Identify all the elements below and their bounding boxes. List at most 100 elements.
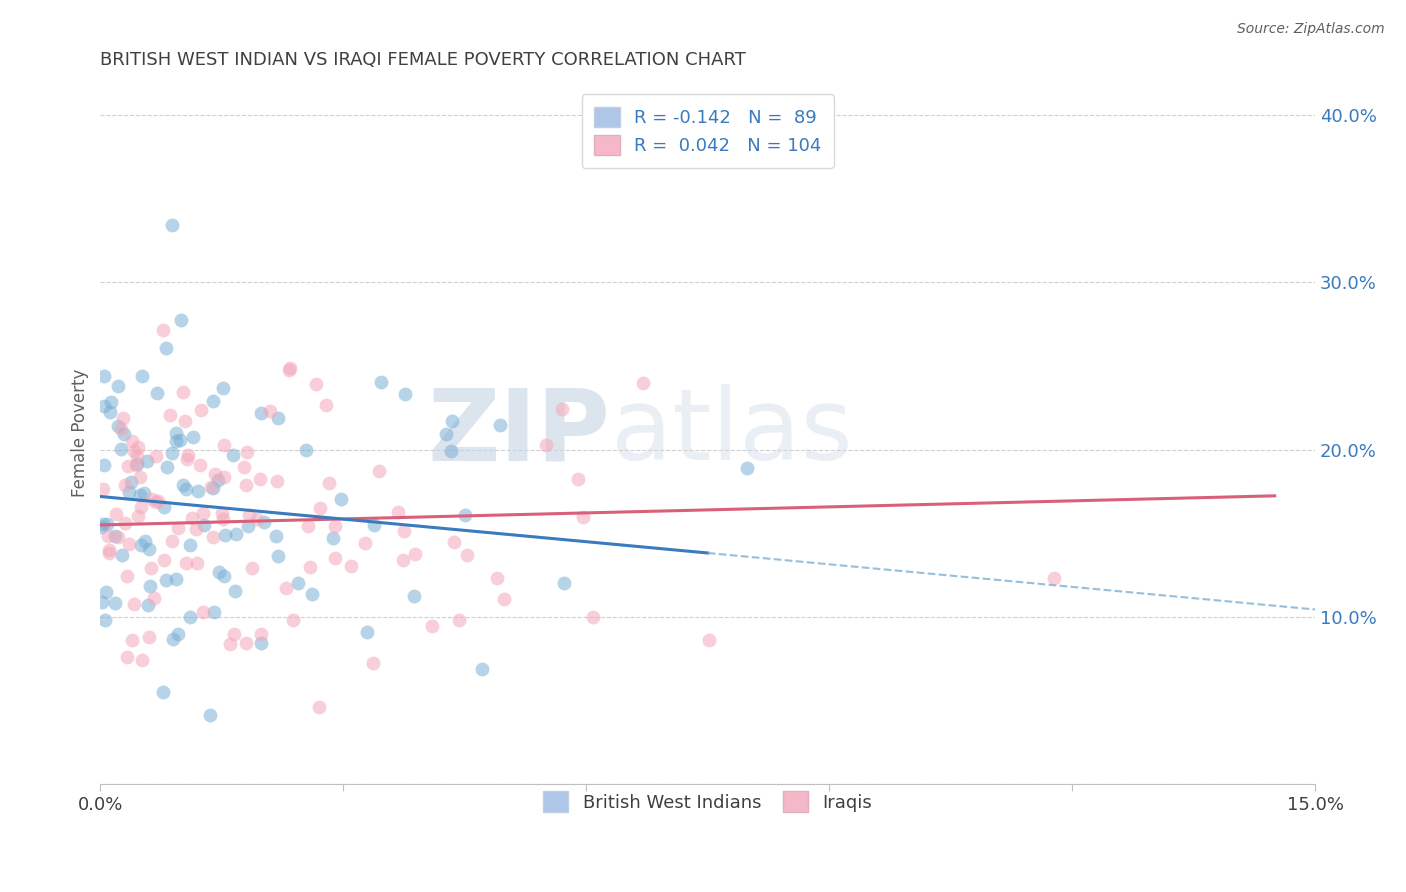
Point — [354, 536, 377, 550]
Point — [152, 685, 174, 699]
Point — [98, 405, 121, 419]
Point — [134, 533, 156, 548]
Point — [127, 440, 149, 454]
Text: BRITISH WEST INDIAN VS IRAQI FEMALE POVERTY CORRELATION CHART: BRITISH WEST INDIAN VS IRAQI FEMALE POVE… — [100, 51, 747, 69]
Point — [141, 491, 163, 506]
Point — [304, 376, 326, 391]
Point — [202, 605, 225, 619]
Text: Source: ZipAtlas.com: Source: ZipAtlas.com — [1237, 22, 1385, 37]
Point — [172, 478, 194, 492]
Point — [211, 506, 233, 520]
Point — [162, 632, 184, 647]
Point — [212, 470, 235, 484]
Point — [91, 483, 114, 497]
Point — [250, 406, 273, 420]
Point — [224, 627, 246, 641]
Point — [297, 518, 319, 533]
Point — [145, 495, 167, 509]
Point — [107, 418, 129, 433]
Point — [253, 515, 276, 529]
Point — [235, 445, 257, 459]
Point — [1043, 571, 1066, 585]
Text: atlas: atlas — [610, 384, 852, 482]
Legend: British West Indians, Iraqis: British West Indians, Iraqis — [530, 779, 886, 824]
Point — [155, 574, 177, 588]
Point — [100, 394, 122, 409]
Point — [115, 569, 138, 583]
Point — [323, 519, 346, 533]
Point — [207, 473, 229, 487]
Point — [488, 417, 510, 432]
Point — [93, 368, 115, 383]
Point — [96, 585, 118, 599]
Point — [155, 341, 177, 355]
Point — [125, 458, 148, 472]
Point — [193, 517, 215, 532]
Point — [447, 613, 470, 627]
Point — [266, 475, 288, 489]
Point — [363, 517, 385, 532]
Point — [699, 632, 721, 647]
Point — [361, 656, 384, 670]
Point — [264, 529, 287, 543]
Point — [434, 427, 457, 442]
Point — [91, 517, 114, 532]
Point — [124, 597, 146, 611]
Point — [129, 538, 152, 552]
Point — [295, 443, 318, 458]
Point — [266, 549, 288, 563]
Point — [129, 470, 152, 484]
Point — [190, 403, 212, 417]
Point — [420, 619, 443, 633]
Point — [235, 477, 257, 491]
Point — [121, 632, 143, 647]
Point — [90, 520, 112, 534]
Point — [174, 482, 197, 496]
Point — [267, 411, 290, 425]
Point — [184, 522, 207, 536]
Point — [146, 385, 169, 400]
Point — [214, 528, 236, 542]
Point — [274, 581, 297, 595]
Point — [394, 387, 416, 401]
Point — [177, 448, 200, 462]
Point — [240, 561, 263, 575]
Point — [93, 458, 115, 472]
Point — [212, 381, 235, 395]
Point — [238, 508, 260, 522]
Point — [471, 662, 494, 676]
Point — [308, 501, 330, 516]
Point — [128, 487, 150, 501]
Point — [141, 561, 163, 575]
Point — [392, 524, 415, 538]
Point — [97, 528, 120, 542]
Point — [104, 596, 127, 610]
Point — [277, 363, 299, 377]
Point — [112, 427, 135, 442]
Point — [200, 480, 222, 494]
Point — [211, 512, 233, 526]
Point — [179, 538, 201, 552]
Point — [259, 404, 281, 418]
Point — [188, 458, 211, 472]
Point — [233, 459, 256, 474]
Point — [339, 559, 361, 574]
Point — [236, 519, 259, 533]
Point — [110, 422, 132, 436]
Point — [169, 433, 191, 447]
Point — [278, 361, 301, 376]
Point — [212, 438, 235, 452]
Point — [104, 529, 127, 543]
Point — [115, 650, 138, 665]
Point — [202, 530, 225, 544]
Point — [107, 379, 129, 393]
Point — [91, 595, 114, 609]
Point — [114, 516, 136, 530]
Point — [186, 556, 208, 570]
Point — [167, 521, 190, 535]
Point — [402, 589, 425, 603]
Point — [152, 322, 174, 336]
Point — [160, 219, 183, 233]
Point — [553, 576, 575, 591]
Point — [112, 411, 135, 425]
